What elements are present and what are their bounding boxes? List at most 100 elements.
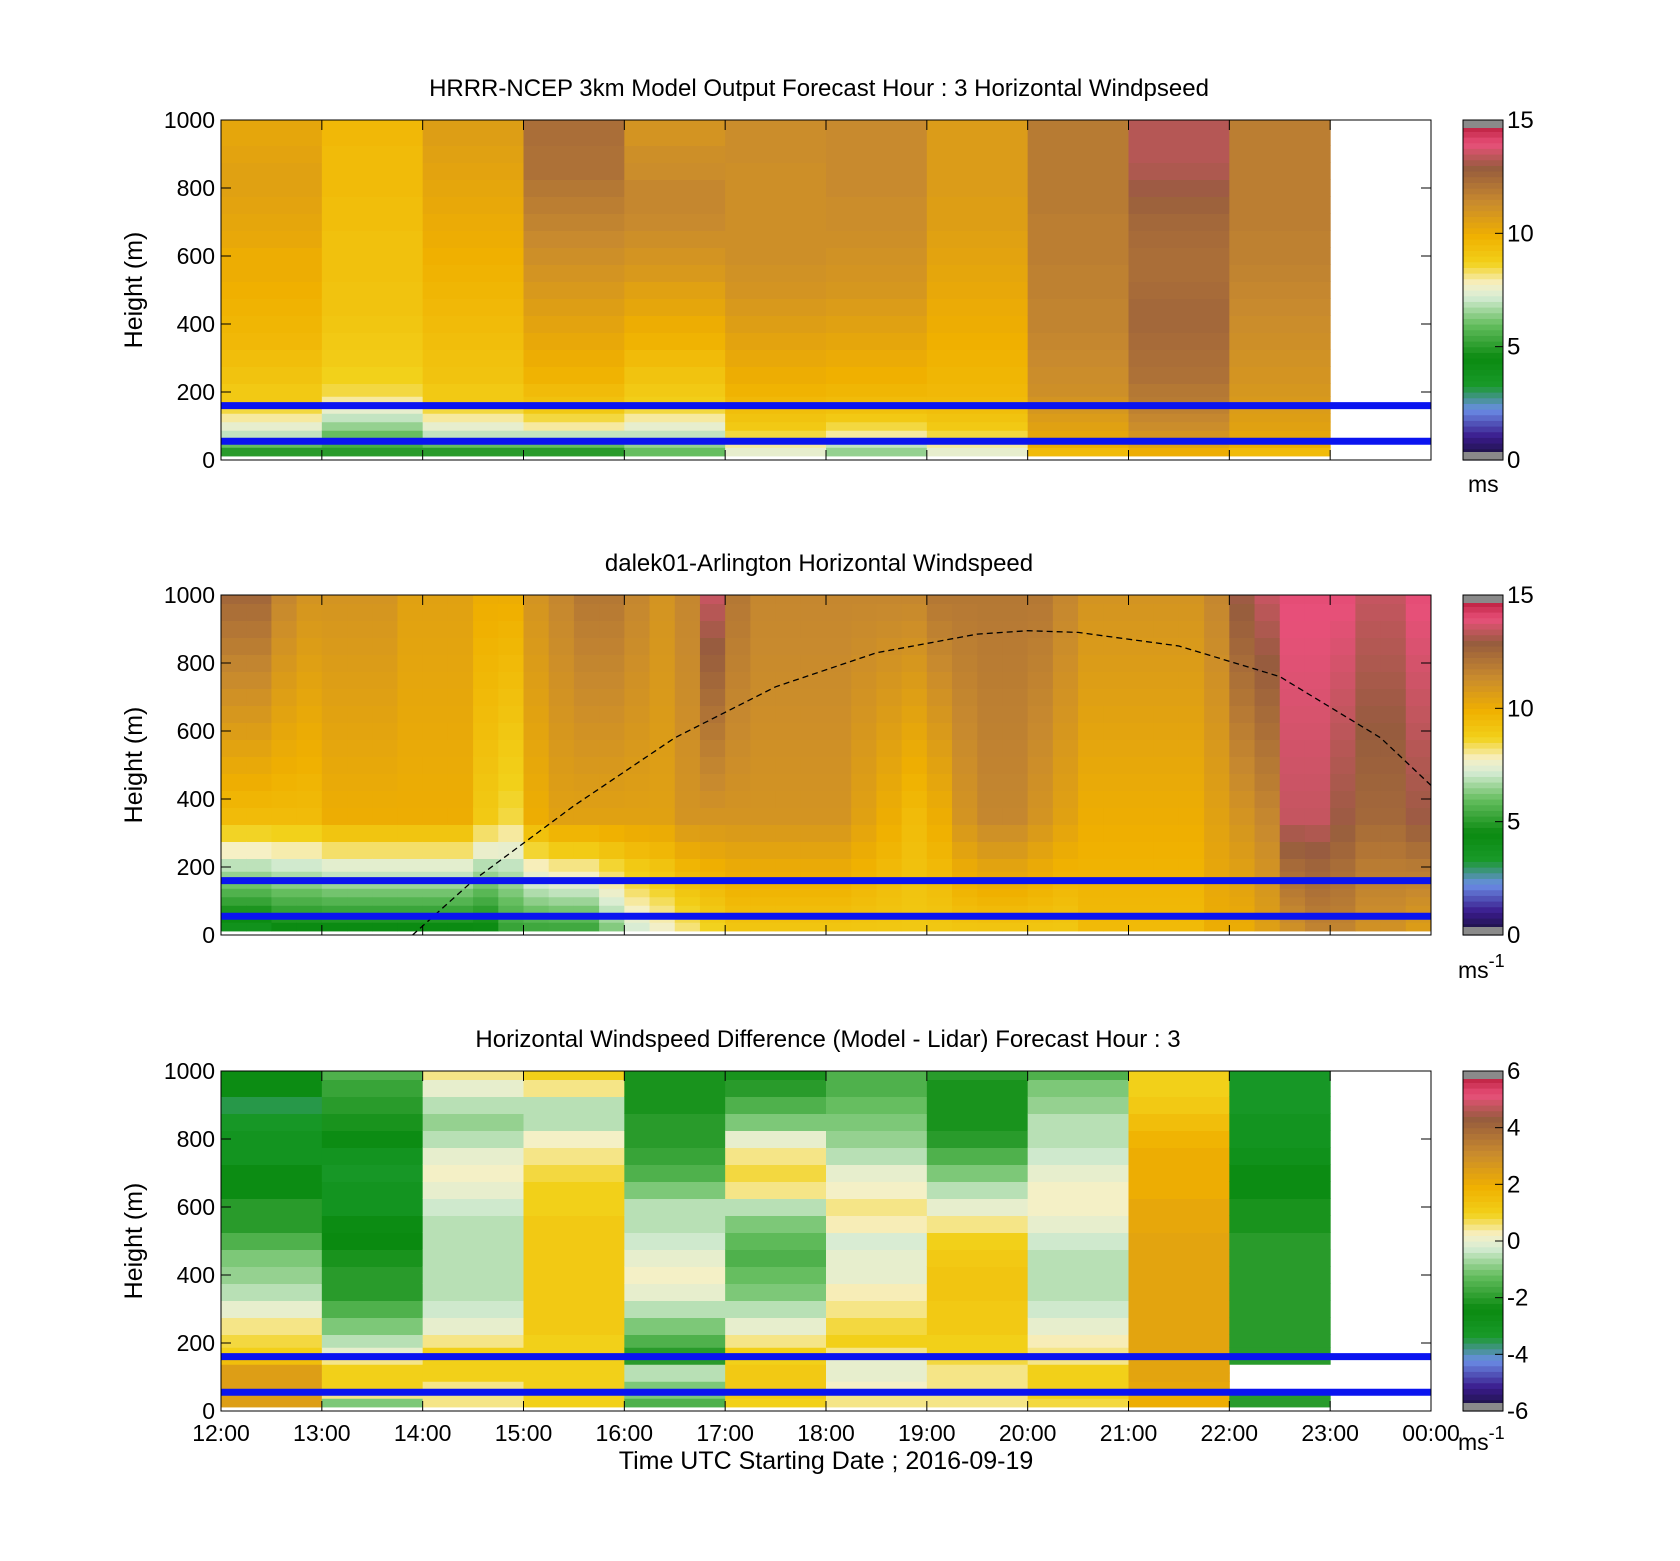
heatmap-cell <box>447 896 474 906</box>
heatmap-cell <box>624 213 726 231</box>
heatmap-cell <box>1128 773 1155 791</box>
heatmap-cell <box>624 705 651 723</box>
heatmap-cell <box>321 922 348 932</box>
lidar-reference-lines <box>221 877 1431 920</box>
colorbar-overflow <box>1463 595 1503 603</box>
heatmap-cell <box>775 773 802 791</box>
heatmap-cell <box>599 688 625 706</box>
heatmap-cell <box>246 773 272 791</box>
heatmap-cell <box>926 1355 1029 1365</box>
heatmap-cell <box>826 179 928 197</box>
heatmap-cell <box>1229 281 1331 299</box>
heatmap-cell <box>1103 671 1129 689</box>
heatmap-cell <box>573 841 600 859</box>
heatmap-cell <box>674 841 701 859</box>
heatmap-cell <box>1153 790 1180 808</box>
heatmap-cell <box>750 637 777 655</box>
heatmap-cell <box>221 841 247 859</box>
heatmap-cell <box>523 888 550 898</box>
heatmap-cell <box>1128 281 1230 299</box>
heatmap-cell <box>599 807 625 825</box>
heatmap-cell <box>397 654 424 672</box>
heatmap-cell <box>1229 396 1331 406</box>
heatmap-cell <box>1128 1249 1230 1267</box>
colorbar-swatch <box>1463 1280 1503 1287</box>
colorbar-swatch <box>1463 392 1503 399</box>
heatmap-cell <box>926 671 953 689</box>
heatmap-cell <box>548 620 575 638</box>
heatmap-cell <box>221 247 323 265</box>
heatmap-cell <box>573 705 600 723</box>
heatmap-cell <box>952 824 978 842</box>
heatmap-cell <box>1128 688 1155 706</box>
heatmap-cell <box>699 705 726 723</box>
colorbar-swatch <box>1463 833 1503 840</box>
colorbar-swatch <box>1463 142 1503 149</box>
heatmap-cell <box>1254 858 1281 872</box>
heatmap-cell <box>447 841 474 859</box>
heatmap-cell <box>473 688 499 706</box>
heatmap-cell <box>1405 841 1432 859</box>
heatmap-cell <box>800 905 827 915</box>
heatmap-cell <box>1103 841 1129 859</box>
heatmap-cell <box>498 671 524 689</box>
colorbar-swatch <box>1463 1235 1503 1242</box>
heatmap-cell <box>1229 1347 1331 1357</box>
heatmap-cell <box>498 824 524 842</box>
heatmap-cell <box>674 807 701 825</box>
heatmap-cell <box>1380 824 1407 842</box>
heatmap-cell <box>1254 841 1281 859</box>
heatmap-cell <box>1027 128 1129 146</box>
heatmap-cell <box>498 896 524 906</box>
heatmap-cell <box>699 773 726 791</box>
heatmap-cell <box>876 858 903 872</box>
heatmap-cell <box>750 739 777 757</box>
heatmap-cell <box>624 756 651 774</box>
heatmap-cell <box>851 595 877 604</box>
colorbar-tick-label: 15 <box>1507 107 1534 134</box>
heatmap-cell <box>573 603 600 621</box>
heatmap-cell <box>221 128 323 146</box>
colorbar-swatch <box>1463 426 1503 433</box>
heatmap-cell <box>221 1130 323 1148</box>
heatmap-cell <box>1153 688 1180 706</box>
heatmap-cell <box>1405 871 1432 881</box>
heatmap-cell <box>1355 756 1382 774</box>
heatmap-cell <box>271 896 298 906</box>
heatmap-cell <box>674 790 701 808</box>
heatmap-cell <box>347 654 373 672</box>
heatmap-cell <box>523 1164 625 1182</box>
heatmap-cell <box>750 654 777 672</box>
heatmap-cell <box>1052 879 1079 889</box>
heatmap-cell <box>321 196 424 214</box>
heatmap-cell <box>926 413 1029 423</box>
heatmap-cell <box>1380 603 1407 621</box>
heatmap-cell <box>851 858 877 872</box>
heatmap-cell <box>1229 383 1331 397</box>
heatmap-cell <box>1027 654 1054 672</box>
heatmap-cell <box>952 739 978 757</box>
heatmap-cell <box>699 896 726 906</box>
heatmap-cell <box>321 383 424 397</box>
heatmap-cell <box>372 879 398 889</box>
heatmap-cell <box>1027 896 1054 906</box>
heatmap-cell <box>750 871 777 881</box>
heatmap-cell <box>523 1266 625 1284</box>
heatmap-cell <box>422 413 524 423</box>
heatmap-cell <box>826 1096 928 1114</box>
heatmap-cell <box>1279 858 1306 872</box>
heatmap-cell <box>800 888 827 898</box>
colorbar-swatch <box>1463 770 1503 777</box>
lidar-x-ticks <box>220 595 1432 935</box>
heatmap-cell <box>246 896 272 906</box>
heatmap-cell <box>221 264 323 282</box>
heatmap-cell <box>725 620 751 638</box>
heatmap-cell <box>1128 1381 1230 1391</box>
heatmap-cell <box>775 654 802 672</box>
heatmap-cell <box>1128 179 1230 197</box>
heatmap-cell <box>1355 773 1382 791</box>
colorbar-swatch <box>1463 233 1503 240</box>
heatmap-cell <box>725 120 827 129</box>
heatmap-cell <box>725 179 827 197</box>
heatmap-cell <box>826 603 852 621</box>
